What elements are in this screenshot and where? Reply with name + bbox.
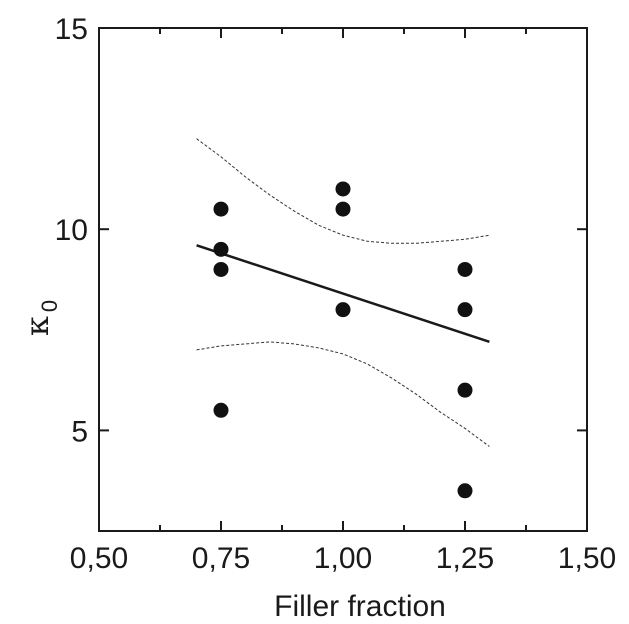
data-point bbox=[213, 241, 229, 257]
y-tick-label: 15 bbox=[55, 13, 88, 46]
y-axis-title-main: κ bbox=[18, 316, 56, 336]
data-point bbox=[457, 483, 473, 499]
confidence-lower-line bbox=[196, 341, 490, 447]
data-point bbox=[457, 382, 473, 398]
data-point bbox=[335, 181, 351, 197]
x-axis-title: Filler fraction bbox=[274, 590, 446, 623]
y-tick-labels: 5 10 15 bbox=[55, 13, 88, 448]
confidence-bands bbox=[196, 138, 490, 447]
y-tick-label: 10 bbox=[55, 214, 88, 247]
confidence-upper-line bbox=[196, 138, 490, 244]
x-tick-label: 1,00 bbox=[314, 542, 372, 575]
data-point bbox=[457, 261, 473, 277]
x-tick-label: 0,50 bbox=[70, 542, 128, 575]
data-point bbox=[213, 261, 229, 277]
data-point bbox=[213, 201, 229, 217]
axis-ticks bbox=[98, 27, 588, 531]
data-points bbox=[213, 181, 473, 499]
data-point bbox=[335, 201, 351, 217]
fit-line bbox=[196, 244, 490, 344]
x-tick-label: 1,25 bbox=[436, 542, 494, 575]
data-point bbox=[335, 302, 351, 318]
x-tick-labels: 0,50 0,75 1,00 1,25 1,50 bbox=[70, 542, 616, 575]
data-point bbox=[457, 302, 473, 318]
y-tick-label: 5 bbox=[71, 415, 88, 448]
x-tick-label: 1,50 bbox=[558, 542, 616, 575]
fit-line-group bbox=[196, 244, 490, 344]
plot-frame bbox=[98, 27, 588, 532]
svg-text:κ 0: κ 0 bbox=[18, 300, 62, 336]
y-axis-title-subscript: 0 bbox=[37, 300, 62, 312]
x-tick-label: 0,75 bbox=[192, 542, 250, 575]
y-axis-title: κ 0 bbox=[18, 300, 62, 336]
data-point bbox=[213, 402, 229, 418]
